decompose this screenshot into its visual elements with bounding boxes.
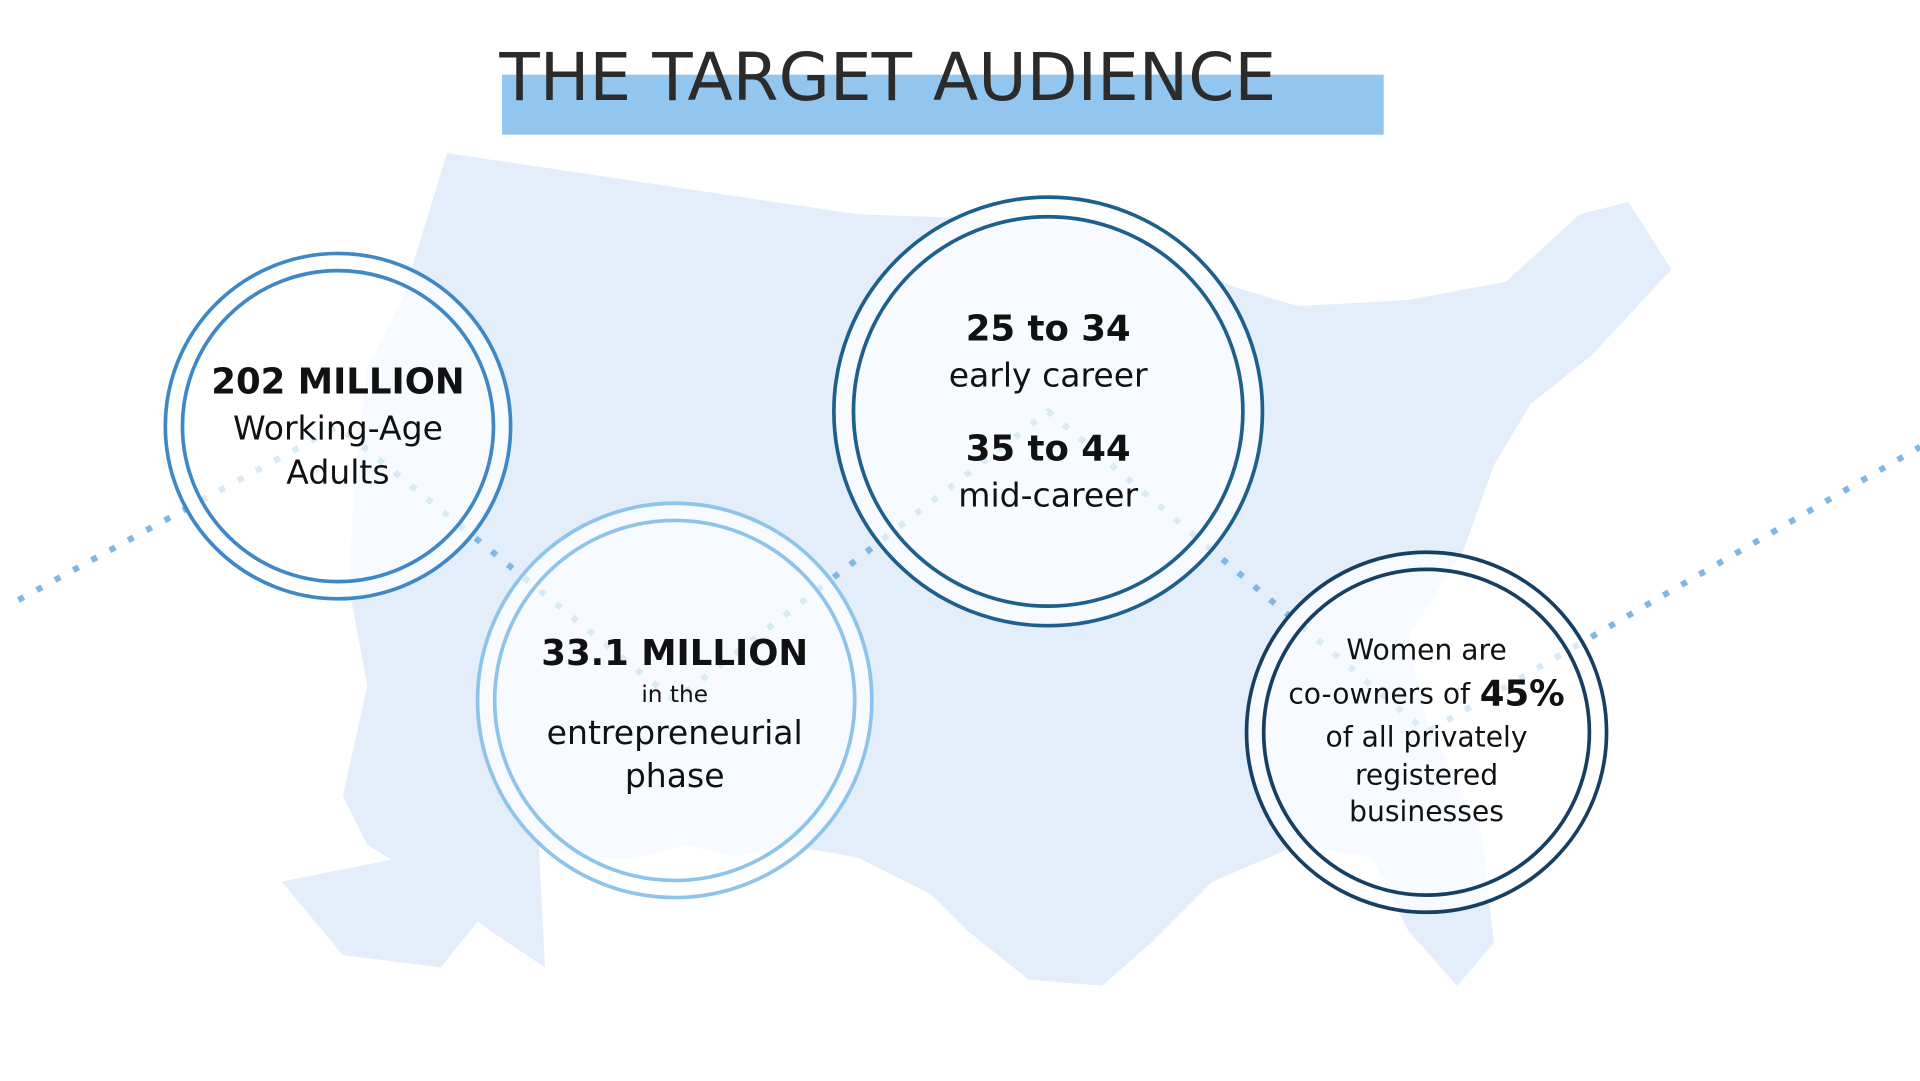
outer-ring — [475, 501, 874, 900]
label: Working-Age — [233, 408, 443, 447]
title: THE TARGET AUDIENCE — [498, 39, 1276, 116]
circle-entrepreneurs: 33.1 MILLION in the entrepreneurial phas… — [475, 501, 874, 900]
outer-ring — [163, 251, 513, 601]
stat: 35 to 44 — [966, 429, 1131, 470]
circle-adults: 202 MILLION Working-Age Adults — [163, 251, 513, 601]
label: businesses — [1349, 795, 1504, 828]
stat: 25 to 34 — [966, 309, 1131, 350]
outer-ring — [832, 195, 1265, 628]
label: mid-career — [958, 476, 1138, 515]
scene: THE TARGET AUDIENCE 202 MILLION Working-… — [16, 39, 1920, 986]
label: registered — [1355, 758, 1498, 791]
label-line: co-owners of 45% — [1288, 674, 1564, 715]
inner-ring — [1261, 567, 1592, 897]
label: of all privately — [1326, 720, 1528, 753]
circle-women: Women are co-owners of 45% of all private… — [1244, 550, 1609, 915]
label: early career — [949, 356, 1148, 395]
circle-age: 25 to 34 early career 35 to 44 mid-caree… — [832, 195, 1265, 628]
inner-ring — [180, 268, 496, 584]
inner-ring — [492, 518, 857, 883]
inner-ring — [851, 214, 1245, 608]
stat: 45% — [1480, 674, 1565, 715]
label: in the — [641, 681, 708, 708]
label: entrepreneurial — [547, 713, 803, 752]
stat: 33.1 MILLION — [541, 633, 808, 674]
label: co-owners of — [1288, 678, 1471, 711]
outer-ring — [1244, 550, 1609, 915]
label: Women are — [1346, 633, 1507, 666]
label: phase — [625, 756, 725, 795]
label: Adults — [286, 452, 389, 491]
stat: 202 MILLION — [211, 361, 464, 402]
title-highlight — [502, 74, 1384, 135]
